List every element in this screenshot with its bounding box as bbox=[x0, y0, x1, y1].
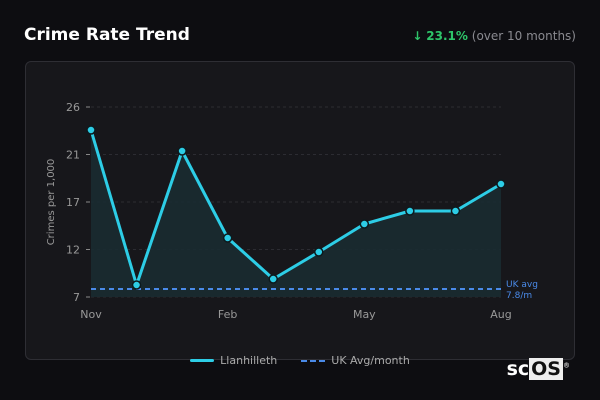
data-point bbox=[359, 219, 370, 229]
data-point bbox=[314, 247, 324, 257]
change-value: 23.1% bbox=[426, 29, 468, 43]
legend-item-series[interactable]: Llanhilleth bbox=[190, 354, 277, 367]
data-point bbox=[496, 179, 506, 189]
legend-item-avg[interactable]: UK Avg/month bbox=[301, 354, 410, 367]
y-tick-label: 21 bbox=[66, 149, 80, 162]
x-tick-label: Feb bbox=[218, 308, 237, 321]
data-point bbox=[268, 274, 278, 284]
data-point bbox=[450, 206, 461, 216]
y-tick-label: 17 bbox=[66, 196, 80, 209]
chart-title: Crime Rate Trend bbox=[24, 25, 190, 45]
legend-swatch-dashed bbox=[301, 359, 326, 362]
y-axis-label: Crimes per 1,000 bbox=[46, 159, 57, 246]
area-fill bbox=[91, 130, 501, 297]
down-arrow-icon: ↓ bbox=[412, 29, 423, 43]
uk-average-value: 7.8/m bbox=[506, 291, 532, 301]
data-point bbox=[86, 125, 96, 135]
legend-label: UK Avg/month bbox=[331, 354, 410, 367]
y-tick-label: 12 bbox=[66, 244, 80, 257]
data-point bbox=[222, 233, 233, 243]
x-tick-label: Nov bbox=[80, 308, 102, 321]
data-point bbox=[405, 206, 415, 216]
x-tick-label: May bbox=[353, 308, 376, 321]
change-summary: ↓ 23.1% (over 10 months) bbox=[412, 29, 576, 43]
y-tick-label: 26 bbox=[66, 101, 80, 114]
series-line bbox=[89, 129, 502, 287]
data-point bbox=[177, 146, 187, 156]
change-note: (over 10 months) bbox=[471, 29, 576, 43]
y-tick-label: 7 bbox=[73, 291, 80, 304]
legend-swatch-line bbox=[190, 359, 215, 362]
uk-average-label: UK avg bbox=[506, 280, 538, 290]
logo: sc OS ® bbox=[506, 358, 570, 380]
legend-label: Llanhilleth bbox=[220, 354, 278, 367]
legend: Llanhilleth UK Avg/month bbox=[0, 354, 600, 367]
x-tick-label: Aug bbox=[490, 308, 511, 321]
data-point bbox=[131, 280, 142, 290]
